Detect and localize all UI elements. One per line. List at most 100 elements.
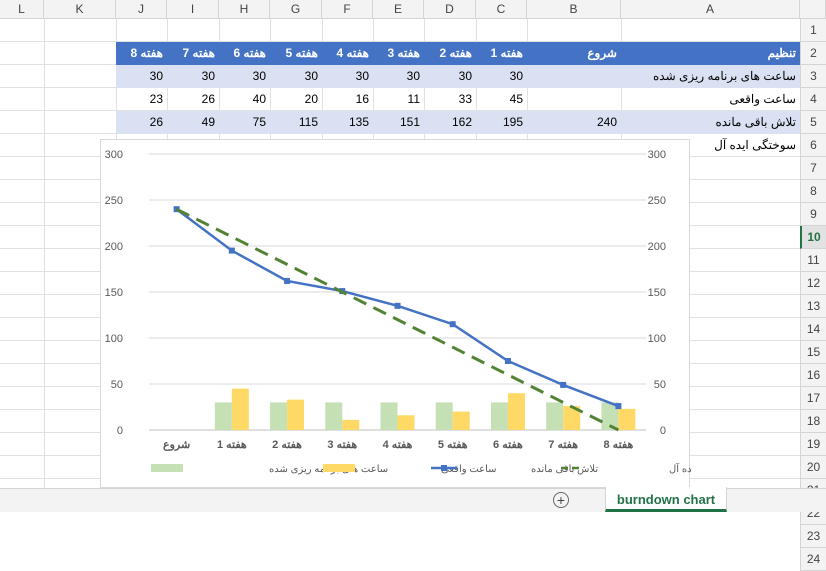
column-header-e[interactable]: E: [373, 0, 424, 19]
week-cell[interactable]: 33: [458, 92, 472, 106]
column-header-g[interactable]: G: [270, 0, 322, 19]
table-header-label[interactable]: تنظیم: [621, 42, 800, 65]
row-header-18[interactable]: 18: [800, 410, 826, 433]
week-cell[interactable]: 30: [167, 65, 219, 88]
row-header-12[interactable]: 12: [800, 272, 826, 295]
chart-svg: 0 0 50 50 100 100 150 150 200 200 250 250 300 300 شروع…: [105, 149, 738, 475]
week-cell[interactable]: 30: [424, 65, 476, 88]
legend-label: تلاش باقی مانده: [531, 464, 598, 475]
table-header-week[interactable]: هفته 2: [424, 42, 476, 65]
week-cell[interactable]: 162: [424, 111, 476, 134]
row-header-1[interactable]: 1: [800, 19, 826, 42]
start-cell[interactable]: [527, 88, 621, 111]
week-cell[interactable]: 20: [304, 92, 318, 106]
x-tick-label: هفته 4: [383, 439, 413, 451]
row-header-3[interactable]: 3: [800, 65, 826, 88]
column-header-c[interactable]: C: [476, 0, 527, 19]
row-header-10[interactable]: 10: [800, 226, 826, 249]
remaining-effort-marker: [615, 403, 622, 410]
start-cell[interactable]: 240: [527, 111, 621, 134]
remaining-effort-marker: [504, 358, 511, 364]
week-cell[interactable]: 30: [219, 65, 270, 88]
row-label[interactable]: ساعت های برنامه ریزی شده: [621, 65, 800, 88]
row-header-20[interactable]: 20: [800, 456, 826, 479]
week-cell[interactable]: 135: [322, 111, 373, 134]
x-tick-label: هفته 8: [604, 439, 634, 451]
row-label[interactable]: سوختگی ایده آل: [714, 138, 796, 152]
add-sheet-icon[interactable]: +: [553, 492, 569, 508]
burndown-chart[interactable]: 0 0 50 50 100 100 150 150 200 200 250 250 300 300 شروع…: [100, 139, 738, 488]
y-tick-label-right: 250: [648, 195, 666, 207]
week-cell[interactable]: 49: [167, 111, 219, 134]
table-header-week[interactable]: هفته 3: [373, 42, 424, 65]
column-header-i[interactable]: I: [167, 0, 219, 19]
week-cell[interactable]: 11: [407, 92, 420, 106]
row-header-7[interactable]: 7: [800, 157, 826, 180]
start-cell[interactable]: [527, 65, 621, 88]
table-header-week[interactable]: هفته 8: [116, 42, 167, 65]
week-cell[interactable]: 30: [322, 65, 373, 88]
row-header-4[interactable]: 4: [800, 88, 826, 111]
column-header-j[interactable]: J: [116, 0, 167, 19]
sheet-tab-burndown[interactable]: burndown chart: [605, 487, 727, 512]
bar-actual: [287, 399, 305, 430]
week-cell[interactable]: 45: [509, 92, 523, 106]
table-header-week[interactable]: هفته 4: [322, 42, 373, 65]
row-header-8[interactable]: 8: [800, 180, 826, 203]
row-header-5[interactable]: 5: [800, 111, 826, 134]
table-header-start[interactable]: شروع: [527, 42, 621, 65]
row-header-16[interactable]: 16: [800, 364, 826, 387]
legend-swatch: [151, 464, 183, 472]
column-header-a[interactable]: A: [621, 0, 800, 19]
x-tick-label: هفته 7: [548, 439, 578, 451]
week-cell[interactable]: 151: [373, 111, 424, 134]
bar-planned: [490, 402, 508, 430]
row-label[interactable]: ساعت واقعی: [729, 92, 796, 106]
week-cell[interactable]: 30: [116, 65, 167, 88]
column-header-b[interactable]: B: [527, 0, 621, 19]
column-header-h[interactable]: H: [219, 0, 270, 19]
row-header-13[interactable]: 13: [800, 295, 826, 318]
remaining-effort-marker: [228, 247, 235, 254]
table-header-week[interactable]: هفته 5: [270, 42, 322, 65]
week-cell[interactable]: 40: [252, 92, 266, 106]
y-tick-label-left: 150: [105, 287, 123, 299]
week-cell[interactable]: 26: [201, 92, 215, 106]
column-header-k[interactable]: K: [44, 0, 116, 19]
week-cell[interactable]: 16: [355, 92, 369, 106]
week-cell[interactable]: 30: [270, 65, 322, 88]
row-header-6[interactable]: 6: [800, 134, 826, 157]
row-header-15[interactable]: 15: [800, 341, 826, 364]
row-header-2[interactable]: 2: [800, 42, 826, 65]
select-all-corner[interactable]: [800, 0, 826, 19]
row-header-14[interactable]: 14: [800, 318, 826, 341]
week-cell[interactable]: 30: [373, 65, 424, 88]
bar-planned: [380, 402, 398, 430]
column-header-d[interactable]: D: [424, 0, 476, 19]
row-header-23[interactable]: 23: [800, 525, 826, 548]
column-header-f[interactable]: F: [322, 0, 373, 19]
week-cell[interactable]: 75: [219, 111, 270, 134]
column-header-l[interactable]: L: [0, 0, 44, 19]
y-tick-label-right: 150: [648, 287, 666, 299]
week-cell[interactable]: 195: [476, 111, 527, 134]
bar-actual: [452, 411, 470, 430]
row-header-17[interactable]: 17: [800, 387, 826, 410]
remaining-effort-marker: [449, 321, 456, 328]
table-header-week[interactable]: هفته 7: [167, 42, 219, 65]
week-cell[interactable]: 30: [476, 65, 527, 88]
bar-actual: [563, 406, 581, 430]
row-header-9[interactable]: 9: [800, 203, 826, 226]
row-header-24[interactable]: 24: [800, 548, 826, 571]
grid-hline: [0, 41, 800, 42]
table-header-week[interactable]: هفته 1: [476, 42, 527, 65]
row-label[interactable]: تلاش باقی مانده: [621, 111, 800, 134]
bar-planned: [435, 402, 453, 430]
row-header-19[interactable]: 19: [800, 433, 826, 456]
week-cell[interactable]: 115: [270, 111, 322, 134]
week-cell[interactable]: 26: [116, 111, 167, 134]
row-header-11[interactable]: 11: [800, 249, 826, 272]
table-header-week[interactable]: هفته 6: [219, 42, 270, 65]
bar-planned: [214, 402, 232, 430]
week-cell[interactable]: 23: [149, 92, 163, 106]
